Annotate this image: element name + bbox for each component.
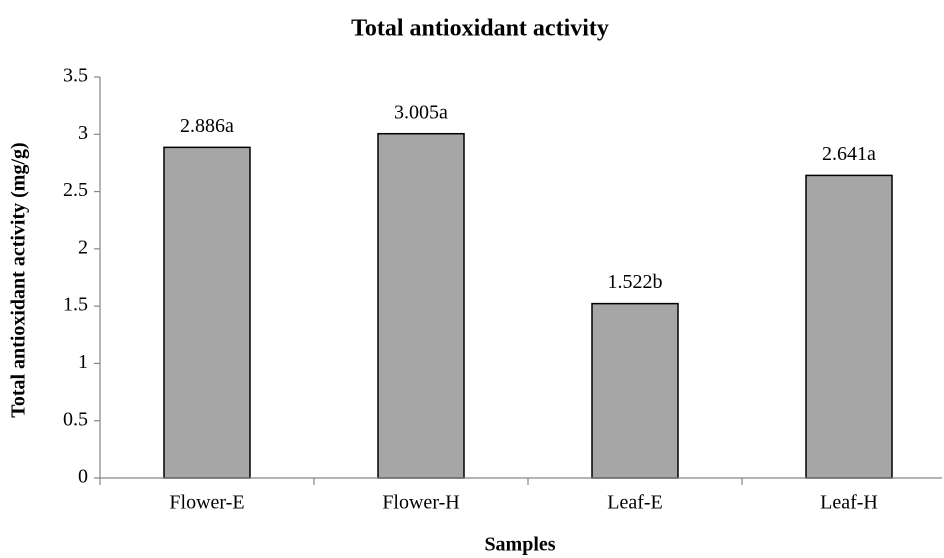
y-tick-label: 3 bbox=[78, 122, 88, 144]
x-tick-label: Flower-H bbox=[382, 492, 459, 514]
data-label: 1.522b bbox=[608, 271, 663, 293]
y-tick-label: 0.5 bbox=[63, 408, 88, 430]
data-label: 3.005a bbox=[394, 101, 448, 123]
bar bbox=[591, 302, 679, 479]
y-axis-label: Total antioxidant activity (mg/g) bbox=[8, 142, 30, 417]
y-tick-label: 1 bbox=[78, 351, 88, 373]
x-tick-label: Flower-E bbox=[169, 492, 244, 514]
data-label: 2.641a bbox=[822, 143, 876, 165]
bar bbox=[805, 174, 893, 479]
chart-title: Total antioxidant activity bbox=[351, 16, 609, 42]
data-label: 2.886a bbox=[180, 115, 234, 137]
y-tick-label: 3.5 bbox=[63, 65, 88, 87]
x-axis-label: Samples bbox=[484, 534, 555, 556]
y-tick-label: 0 bbox=[78, 466, 88, 488]
x-tick-label: Leaf-H bbox=[820, 492, 878, 514]
y-tick-label: 2.5 bbox=[63, 179, 88, 201]
y-tick-label: 2 bbox=[78, 236, 88, 258]
y-tick-label: 1.5 bbox=[63, 294, 88, 316]
bar bbox=[163, 146, 251, 479]
x-tick-label: Leaf-E bbox=[607, 492, 663, 514]
bar bbox=[377, 132, 465, 479]
